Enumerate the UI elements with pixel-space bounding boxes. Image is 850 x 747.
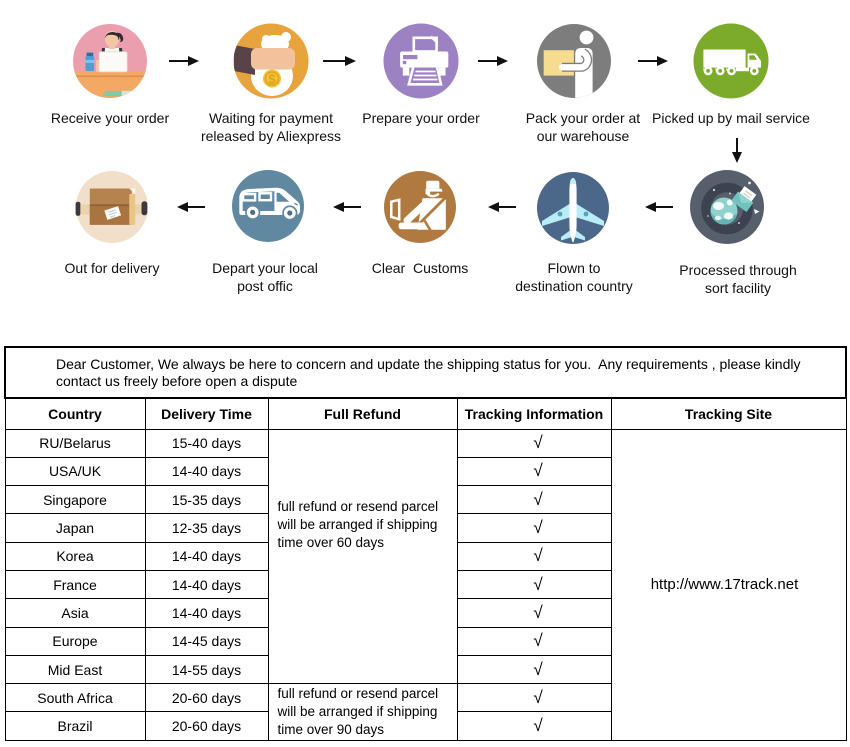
svg-text:$: $ <box>268 72 276 87</box>
